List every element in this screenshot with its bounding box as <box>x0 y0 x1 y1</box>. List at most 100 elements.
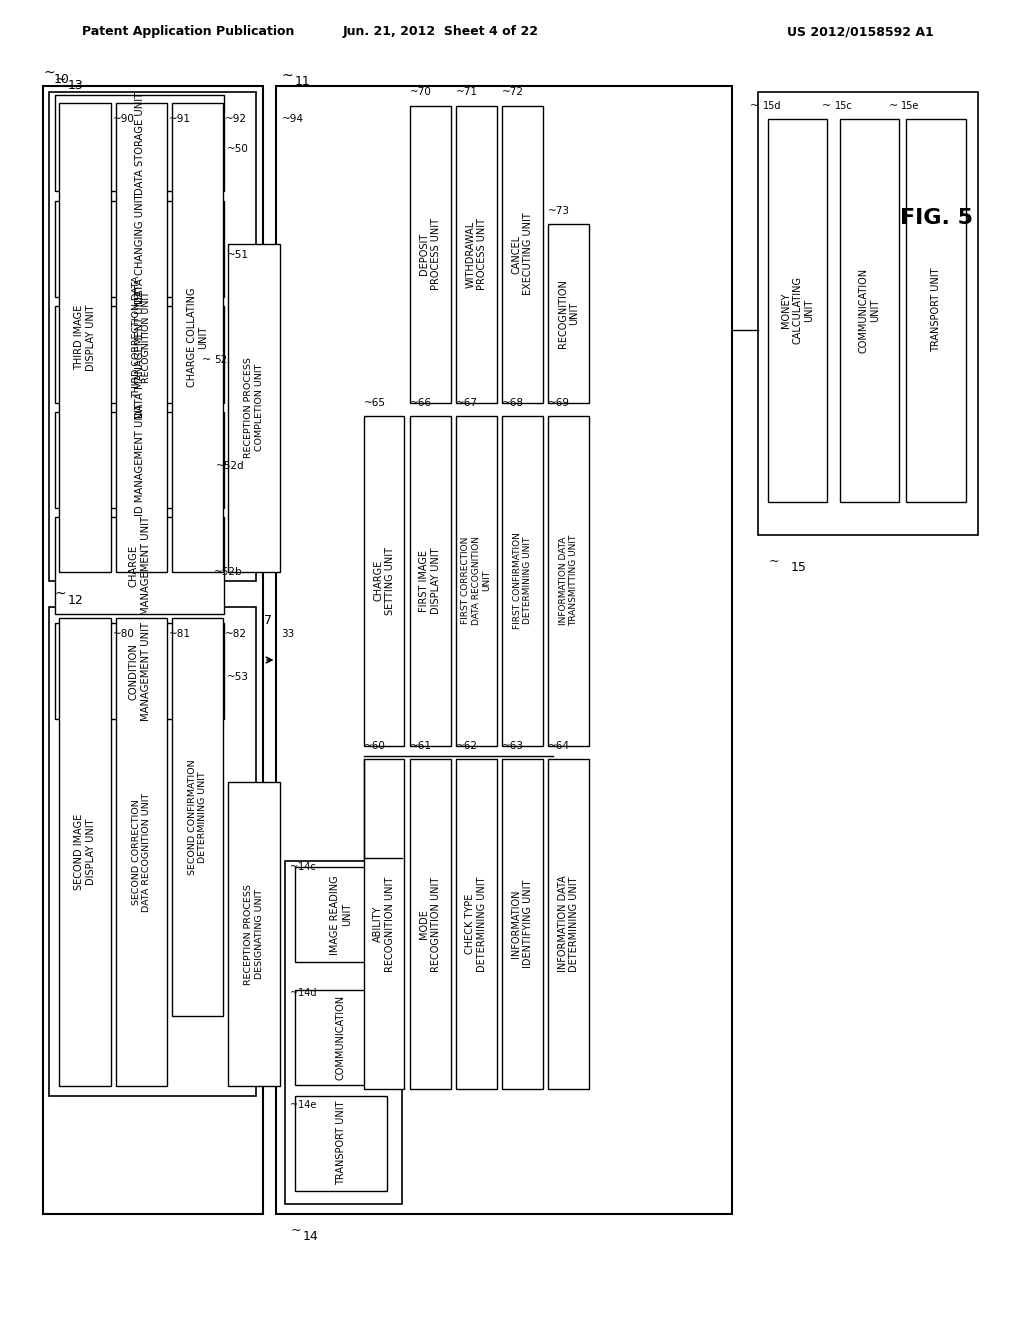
Bar <box>768 119 827 502</box>
Bar <box>456 759 497 1089</box>
Bar <box>55 517 224 614</box>
Text: CONDITION
MANAGEMENT UNIT: CONDITION MANAGEMENT UNIT <box>129 622 151 721</box>
Bar <box>456 416 497 746</box>
Text: 15c: 15c <box>835 100 852 111</box>
Text: ~: ~ <box>54 73 66 86</box>
Bar <box>172 618 223 1016</box>
Text: 52: 52 <box>214 355 227 366</box>
Bar <box>172 103 223 572</box>
Text: 11: 11 <box>295 75 310 88</box>
Bar <box>55 201 224 297</box>
Bar <box>49 607 256 1096</box>
Text: RECEPTION PROCESS
DESIGNATING UNIT: RECEPTION PROCESS DESIGNATING UNIT <box>245 883 263 985</box>
Text: ~14d: ~14d <box>290 987 316 998</box>
Text: WITHDRAWAL
PROCESS UNIT: WITHDRAWAL PROCESS UNIT <box>465 218 487 290</box>
Text: ~52b: ~52b <box>214 566 243 577</box>
Bar <box>548 416 589 746</box>
Text: ~65: ~65 <box>364 397 385 408</box>
Text: ~69: ~69 <box>548 397 569 408</box>
Bar <box>59 618 111 1086</box>
Bar <box>502 759 543 1089</box>
Bar <box>285 861 402 1204</box>
Text: TRANSPORT UNIT: TRANSPORT UNIT <box>931 268 941 352</box>
Text: 13: 13 <box>68 79 83 92</box>
Bar <box>276 86 732 1214</box>
Text: 15e: 15e <box>901 100 920 111</box>
Bar <box>758 92 978 535</box>
Text: ~: ~ <box>889 100 898 111</box>
Text: COMMUNICATION: COMMUNICATION <box>336 995 346 1080</box>
Text: CHARGE
SETTING UNIT: CHARGE SETTING UNIT <box>373 546 395 615</box>
Text: ~71: ~71 <box>456 87 477 98</box>
Text: ~: ~ <box>282 69 293 82</box>
Bar <box>502 416 543 746</box>
Text: ~51: ~51 <box>227 249 249 260</box>
Bar <box>59 103 111 572</box>
Text: RECOGNITION
UNIT: RECOGNITION UNIT <box>557 279 580 348</box>
Text: FIRST CORRECTION
DATA RECOGNITION
UNIT: FIRST CORRECTION DATA RECOGNITION UNIT <box>461 536 492 626</box>
Text: 14: 14 <box>302 1230 318 1243</box>
Text: 7: 7 <box>264 614 272 627</box>
Bar <box>49 92 256 581</box>
Text: FIG. 5: FIG. 5 <box>900 207 974 228</box>
Text: ~72: ~72 <box>502 87 523 98</box>
Text: ~92: ~92 <box>225 114 247 124</box>
Text: SECOND IMAGE
DISPLAY UNIT: SECOND IMAGE DISPLAY UNIT <box>74 814 96 890</box>
Text: ~81: ~81 <box>169 628 190 639</box>
Bar <box>410 416 451 746</box>
Text: ~90: ~90 <box>113 114 134 124</box>
Text: Patent Application Publication: Patent Application Publication <box>82 25 294 38</box>
Text: INFORMATION DATA
TRANSMITTING UNIT: INFORMATION DATA TRANSMITTING UNIT <box>559 535 578 627</box>
Text: SECOND CORRECTION
DATA RECOGNITION UNIT: SECOND CORRECTION DATA RECOGNITION UNIT <box>132 792 151 912</box>
Text: ~50: ~50 <box>227 144 249 154</box>
Bar <box>116 103 167 572</box>
Text: FIRST CONFIRMATION
DETERMINING UNIT: FIRST CONFIRMATION DETERMINING UNIT <box>513 532 531 630</box>
Text: CHARGE
MANAGEMENT UNIT: CHARGE MANAGEMENT UNIT <box>129 516 151 615</box>
Text: THIRD CORRECTION DATA
RECOGNITION UNIT: THIRD CORRECTION DATA RECOGNITION UNIT <box>132 276 151 399</box>
Text: ABILITY
RECOGNITION UNIT: ABILITY RECOGNITION UNIT <box>373 876 395 972</box>
Text: CHARGE COLLATING
UNIT: CHARGE COLLATING UNIT <box>186 288 209 387</box>
Bar <box>410 759 451 1089</box>
Bar <box>548 224 589 403</box>
Text: ~53: ~53 <box>227 672 249 682</box>
Text: ~: ~ <box>291 1224 301 1237</box>
Bar <box>43 86 263 1214</box>
Text: ~73: ~73 <box>548 206 569 216</box>
Text: ~: ~ <box>54 587 66 601</box>
Bar <box>55 306 224 403</box>
Bar <box>55 412 224 508</box>
Bar <box>548 759 589 1089</box>
Bar <box>55 95 224 191</box>
Bar <box>55 623 224 719</box>
Bar <box>840 119 899 502</box>
Text: ~: ~ <box>750 100 759 111</box>
Text: ~66: ~66 <box>410 397 431 408</box>
Text: ~91: ~91 <box>169 114 190 124</box>
Text: ~82: ~82 <box>225 628 247 639</box>
Bar <box>906 119 966 502</box>
Text: COMMUNICATION
UNIT: COMMUNICATION UNIT <box>858 268 881 352</box>
Text: INFORMATION
IDENTIFYING UNIT: INFORMATION IDENTIFYING UNIT <box>511 880 534 968</box>
Text: ~62: ~62 <box>456 741 477 751</box>
Text: ~14e: ~14e <box>290 1100 316 1110</box>
Bar <box>364 416 404 746</box>
Text: MODE
RECOGNITION UNIT: MODE RECOGNITION UNIT <box>419 876 441 972</box>
Text: 15: 15 <box>791 561 807 574</box>
Text: DATA CHANGING UNIT: DATA CHANGING UNIT <box>135 194 144 304</box>
Text: SECOND CONFIRMATION
DETERMINING UNIT: SECOND CONFIRMATION DETERMINING UNIT <box>188 759 207 875</box>
Bar <box>456 106 497 403</box>
Text: RECEPTION PROCESS
COMPLETION UNIT: RECEPTION PROCESS COMPLETION UNIT <box>245 358 263 458</box>
Text: DATA STORAGE UNIT: DATA STORAGE UNIT <box>135 91 144 195</box>
Text: DATA MANAGEMENT UNIT: DATA MANAGEMENT UNIT <box>135 290 144 418</box>
Text: ID MANAGEMENT UNIT: ID MANAGEMENT UNIT <box>135 404 144 516</box>
Text: ~: ~ <box>769 554 779 568</box>
Text: 10: 10 <box>53 73 70 86</box>
Text: ~60: ~60 <box>364 741 385 751</box>
Text: ~94: ~94 <box>282 114 303 124</box>
Bar <box>228 243 280 572</box>
Text: ~: ~ <box>43 66 54 79</box>
Text: ~64: ~64 <box>548 741 569 751</box>
Text: DEPOSIT
PROCESS UNIT: DEPOSIT PROCESS UNIT <box>419 218 441 290</box>
Bar <box>410 106 451 403</box>
Text: ~14c: ~14c <box>290 862 315 873</box>
